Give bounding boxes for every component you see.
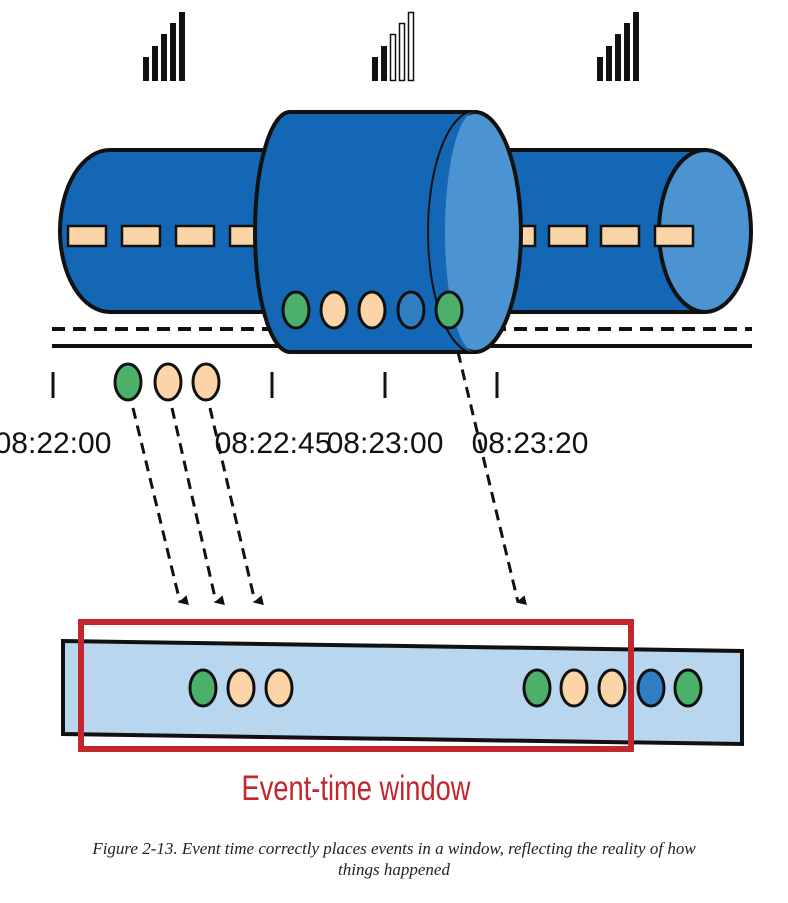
- dashed-arrow: [170, 407, 225, 606]
- peach-event-dot: [226, 668, 256, 708]
- peach-event-dot: [153, 362, 183, 402]
- peach-event-dot: [357, 290, 387, 330]
- dashed-arrow: [131, 407, 189, 605]
- event-time-window-frame: [78, 619, 634, 752]
- window-event-dots: [188, 668, 703, 708]
- peach-event-dot: [191, 362, 221, 402]
- tick-label: 08:23:00: [327, 427, 444, 460]
- event-dots: [113, 290, 527, 606]
- window-bar: [61, 638, 744, 747]
- green-event-dot: [113, 362, 143, 402]
- figure-caption: Figure 2-13. Event time correctly places…: [0, 838, 788, 880]
- caption-line-2: things happened: [338, 860, 450, 879]
- right-pipe: [488, 148, 753, 314]
- window-label: Event-time window: [241, 769, 470, 808]
- signal-strong-icon: [143, 12, 185, 81]
- dashed-arrow: [456, 351, 527, 605]
- tick-label: 08:22:45: [215, 427, 332, 460]
- dashed-arrow: [208, 407, 264, 606]
- peach-event-dot: [319, 290, 349, 330]
- peach-event-dot: [597, 668, 627, 708]
- middle-pipe: [253, 110, 523, 354]
- signal-strong-icon: [597, 12, 639, 81]
- green-event-dot: [522, 668, 552, 708]
- green-event-dot: [188, 668, 218, 708]
- green-event-dot: [281, 290, 311, 330]
- peach-event-dot: [264, 668, 294, 708]
- tick-label: 08:23:20: [472, 427, 589, 460]
- timeline-ticks: 08:22:00 08:22:45 08:23:00 08:23:20: [0, 372, 588, 460]
- peach-event-dot: [559, 668, 589, 708]
- green-event-dot: [434, 290, 464, 330]
- green-event-dot: [673, 668, 703, 708]
- blue-event-dot: [396, 290, 426, 330]
- signal-weak-icon: [372, 11, 415, 82]
- caption-line-1: Figure 2-13. Event time correctly places…: [92, 839, 696, 858]
- blue-event-dot: [636, 668, 666, 708]
- tick-label: 08:22:00: [0, 427, 111, 460]
